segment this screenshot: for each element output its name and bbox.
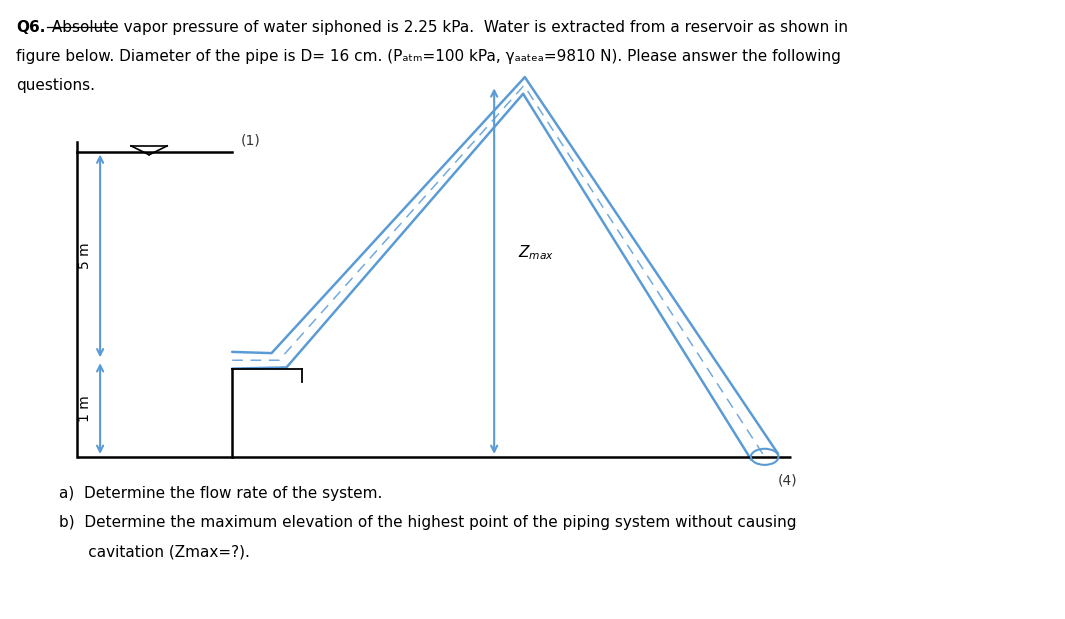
Text: (1): (1) [241, 134, 261, 148]
Text: (4): (4) [777, 473, 797, 487]
Text: questions.: questions. [16, 78, 95, 93]
Text: b)  Determine the maximum elevation of the highest point of the piping system wi: b) Determine the maximum elevation of th… [59, 515, 796, 530]
Text: Absolute vapor pressure of water siphoned is 2.25 kPa.  Water is extracted from : Absolute vapor pressure of water siphone… [47, 20, 848, 35]
Text: figure below. Diameter of the pipe is D= 16 cm. (Pₐₜₘ=100 kPa, γₐₐₜₑₐ=9810 N). P: figure below. Diameter of the pipe is D=… [16, 49, 841, 64]
Text: cavitation (Zmax=?).: cavitation (Zmax=?). [59, 544, 249, 559]
Text: 5 m: 5 m [78, 243, 93, 269]
Text: Q6.: Q6. [16, 20, 46, 35]
Text: $Z_{max}$: $Z_{max}$ [518, 243, 554, 262]
Text: 1 m: 1 m [78, 395, 93, 422]
Text: a)  Determine the flow rate of the system.: a) Determine the flow rate of the system… [59, 486, 382, 501]
